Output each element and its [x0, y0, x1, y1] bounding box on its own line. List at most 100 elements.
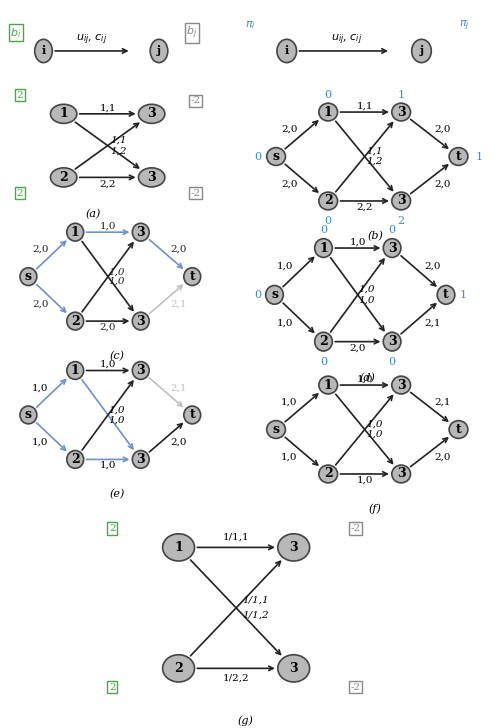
Text: 3: 3 — [148, 107, 156, 120]
Text: (c): (c) — [110, 351, 125, 361]
Text: 2,0: 2,0 — [281, 179, 297, 189]
Text: $b_i$: $b_i$ — [10, 26, 22, 39]
Text: 2: 2 — [174, 662, 183, 675]
Text: $b_j$: $b_j$ — [186, 25, 198, 41]
Text: 1/1,1: 1/1,1 — [223, 533, 250, 542]
Circle shape — [412, 39, 432, 63]
Text: 1,0: 1,0 — [100, 461, 116, 470]
Text: 3: 3 — [136, 453, 145, 466]
Text: 2,0: 2,0 — [32, 299, 48, 309]
Text: 2,0: 2,0 — [100, 323, 116, 331]
Circle shape — [50, 168, 77, 187]
Text: 1,0: 1,0 — [108, 277, 124, 286]
Text: 2,1: 2,1 — [424, 319, 441, 328]
Text: 2,2: 2,2 — [100, 179, 116, 189]
Text: i: i — [284, 45, 289, 57]
Circle shape — [384, 239, 401, 258]
Text: 3: 3 — [290, 662, 298, 675]
Text: s: s — [272, 150, 280, 163]
Text: 2: 2 — [71, 453, 80, 466]
Circle shape — [184, 268, 200, 285]
Text: 1,0: 1,0 — [277, 319, 293, 328]
Text: $u_{ij}$, $c_{ij}$: $u_{ij}$, $c_{ij}$ — [331, 33, 362, 47]
Text: 0: 0 — [324, 90, 332, 100]
Text: 2,0: 2,0 — [350, 344, 366, 352]
Text: 1,0: 1,0 — [32, 383, 48, 392]
Text: 1: 1 — [324, 379, 332, 392]
Circle shape — [277, 39, 296, 63]
Text: j: j — [420, 45, 424, 57]
Text: -2: -2 — [190, 189, 200, 198]
Text: 3: 3 — [388, 242, 396, 255]
Text: 0: 0 — [320, 357, 327, 368]
Text: 1,0: 1,0 — [366, 420, 382, 429]
Circle shape — [319, 103, 338, 121]
Text: 3: 3 — [397, 467, 406, 480]
Text: 0: 0 — [388, 225, 396, 235]
Text: 1,0: 1,0 — [356, 375, 373, 384]
Text: 3: 3 — [397, 106, 406, 119]
Text: 2,0: 2,0 — [434, 179, 451, 189]
Text: 3: 3 — [397, 379, 406, 392]
Circle shape — [67, 362, 84, 379]
Circle shape — [449, 148, 468, 165]
Text: 2: 2 — [16, 189, 23, 198]
Circle shape — [132, 451, 149, 468]
Text: t: t — [456, 150, 462, 163]
Circle shape — [266, 421, 285, 438]
Text: 1,2: 1,2 — [366, 157, 382, 166]
Text: 3: 3 — [136, 314, 145, 328]
Circle shape — [20, 406, 37, 424]
Text: t: t — [456, 423, 462, 436]
Text: 2,0: 2,0 — [424, 262, 441, 271]
Text: 2,1: 2,1 — [170, 299, 186, 309]
Text: 2: 2 — [16, 91, 23, 100]
Text: 1,0: 1,0 — [108, 416, 124, 424]
Text: 1: 1 — [476, 151, 483, 162]
Text: 1,0: 1,0 — [100, 222, 116, 231]
Circle shape — [384, 332, 401, 351]
Text: t: t — [190, 408, 195, 422]
Text: 0: 0 — [388, 357, 396, 368]
Circle shape — [162, 534, 194, 561]
Text: 1,0: 1,0 — [358, 285, 375, 294]
Text: t: t — [190, 270, 195, 283]
Text: (e): (e) — [110, 489, 125, 499]
Text: t: t — [443, 288, 449, 301]
Text: s: s — [25, 408, 32, 422]
Text: 1/1,2: 1/1,2 — [242, 611, 269, 620]
Text: 2,0: 2,0 — [281, 124, 297, 134]
Text: 3: 3 — [290, 541, 298, 554]
Text: 1,0: 1,0 — [108, 405, 124, 414]
Text: 2: 2 — [324, 194, 332, 207]
Text: s: s — [272, 423, 280, 436]
Text: 0: 0 — [324, 215, 332, 226]
Circle shape — [34, 39, 52, 63]
Text: 1,0: 1,0 — [281, 397, 297, 407]
Circle shape — [319, 465, 338, 483]
Text: 2,0: 2,0 — [32, 245, 48, 254]
Circle shape — [392, 103, 410, 121]
Text: s: s — [271, 288, 278, 301]
Text: 2: 2 — [398, 215, 404, 226]
Text: 1,0: 1,0 — [277, 262, 293, 271]
Circle shape — [184, 406, 200, 424]
Text: 2: 2 — [319, 335, 328, 348]
Circle shape — [67, 312, 84, 330]
Text: 1: 1 — [71, 364, 80, 377]
Text: 1,0: 1,0 — [366, 430, 382, 439]
Circle shape — [319, 376, 338, 394]
Text: 2: 2 — [324, 467, 332, 480]
Text: 2: 2 — [109, 683, 116, 692]
Circle shape — [449, 421, 468, 438]
Circle shape — [132, 312, 149, 330]
Text: 2,0: 2,0 — [170, 438, 186, 447]
Circle shape — [162, 654, 194, 682]
Circle shape — [319, 192, 338, 210]
Text: s: s — [25, 270, 32, 283]
Text: -2: -2 — [350, 524, 361, 533]
Text: 3: 3 — [148, 171, 156, 184]
Text: 1,1: 1,1 — [100, 104, 116, 113]
Circle shape — [266, 285, 283, 304]
Circle shape — [138, 104, 165, 123]
